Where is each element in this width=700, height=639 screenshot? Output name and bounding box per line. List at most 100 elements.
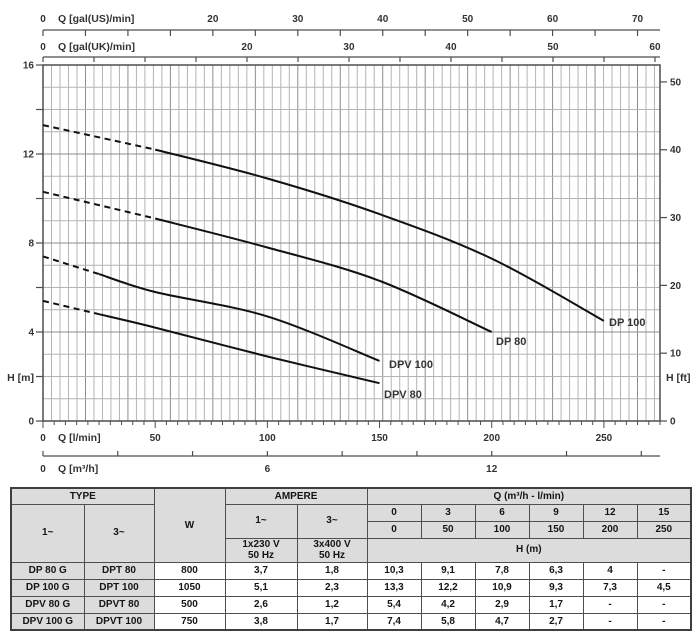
header-q-lmin: 0	[366, 520, 422, 539]
header-q-lmin: 150	[528, 520, 584, 539]
tick-label-gal-uk: 60	[649, 42, 661, 53]
head-value: -	[582, 595, 638, 614]
curve-label-DPV-100: DPV 100	[389, 359, 433, 371]
head-value: 4,7	[474, 612, 530, 631]
curve-DPV-80	[98, 313, 380, 385]
header-amp-1ph: 1~	[224, 503, 298, 539]
tick-label-gal-uk: 0	[40, 42, 46, 53]
head-value: 2,9	[474, 595, 530, 614]
volt-3ph-line1: 3x400 V	[313, 538, 351, 550]
axis-title-gal-us: Q [gal(US)/min]	[58, 13, 134, 25]
curve-label-DPV-80: DPV 80	[384, 389, 422, 401]
head-value: -	[636, 595, 692, 614]
tick-label-lmin: 50	[150, 433, 162, 444]
tick-label-gal-us: 40	[377, 14, 389, 25]
header-q-m3h: 6	[474, 503, 530, 522]
tick-label-h-ft: 30	[670, 213, 682, 224]
tick-label-lmin: 250	[596, 433, 613, 444]
axis-title-gal-uk: Q [gal(UK)/min]	[58, 41, 135, 53]
pump-performance-chart: 0 20 30 40 50 60 70 Q [gal(US)/min] 0 20 30 40 50 60 Q…	[7, 13, 690, 475]
tick-label-lmin: 150	[371, 433, 388, 444]
head-value: -	[582, 612, 638, 631]
tick-label-gal-us: 50	[462, 14, 474, 25]
tick-label-gal-uk: 30	[343, 42, 355, 53]
tick-label-lmin: 100	[259, 433, 276, 444]
header-q-m3h: 0	[366, 503, 422, 522]
table-row: DP 80 G DPT 80 800 3,7 1,8 10,3 9,1 7,8 6,3 4-	[10, 561, 692, 580]
pump-type-3ph: DPVT 80	[83, 595, 155, 614]
ampere-3ph-value: 1,8	[296, 561, 368, 580]
curve-label-DP-100: DP 100	[609, 317, 646, 329]
watt-value: 800	[153, 561, 226, 580]
head-value: 5,4	[366, 595, 422, 614]
tick-label-gal-us: 70	[632, 14, 644, 25]
head-value: 10,9	[474, 578, 530, 597]
ampere-1ph-value: 3,7	[224, 561, 298, 580]
head-value: -	[636, 612, 692, 631]
header-q-lmin: 50	[420, 520, 476, 539]
table-row: DPV 100 G DPVT 100 750 3,8 1,7 7,4 5,8 4,7 2,7- -	[10, 612, 692, 631]
curve-label-DP-80: DP 80	[496, 336, 526, 348]
head-value: 10,3	[366, 561, 422, 580]
tick-label-m3h: 6	[265, 464, 271, 475]
table-row: DPV 80 G DPVT 80 500 2,6 1,2 5,4 4,2 2,9 1,7- -	[10, 595, 692, 614]
head-value: 9,3	[528, 578, 584, 597]
ampere-1ph-value: 2,6	[224, 595, 298, 614]
head-value: 7,8	[474, 561, 530, 580]
pump-type-3ph: DPVT 100	[83, 612, 155, 631]
header-q-title: Q (m³/h - l/min)	[366, 487, 692, 505]
tick-label-lmin: 0	[40, 433, 46, 444]
volt-1ph-line1: 1x230 V	[242, 538, 280, 550]
tick-label-m3h: 0	[40, 464, 46, 475]
table-row: DP 100 G DPT 100 1050 5,1 2,3 13,3 12,2 10,9 9,3…	[10, 578, 692, 597]
tick-label-h-ft: 40	[670, 145, 682, 156]
curve-dashed-DP-100	[42, 124, 156, 151]
header-h-m: H (m)	[366, 537, 692, 563]
head-value: 13,3	[366, 578, 422, 597]
header-q-lmin: 250	[636, 520, 692, 539]
header-amp-3ph: 3~	[296, 503, 368, 539]
tick-label-gal-uk: 20	[241, 42, 253, 53]
ampere-1ph-value: 5,1	[224, 578, 298, 597]
curve-DP-100	[154, 148, 605, 322]
tick-label-gal-uk: 50	[547, 42, 559, 53]
volt-1ph-line2: 50 Hz	[247, 550, 275, 561]
head-value: 4,2	[420, 595, 476, 614]
head-value: -	[636, 561, 692, 580]
tick-label-gal-us: 0	[40, 14, 46, 25]
ampere-1ph-value: 3,8	[224, 612, 298, 631]
header-volt-1ph: 1x230 V 50 Hz	[224, 537, 298, 563]
pump-type-3ph: DPT 100	[83, 578, 155, 597]
tick-label-gal-uk: 40	[445, 42, 457, 53]
curve-DPV-100	[98, 273, 380, 362]
header-q-m3h: 3	[420, 503, 476, 522]
pump-spec-table: TYPE W AMPERE Q (m³/h - l/min) 1~ 3~ 1~ …	[10, 487, 693, 631]
tick-label-h-ft: 20	[670, 281, 682, 292]
header-ampere: AMPERE	[224, 487, 368, 505]
tick-label-h-ft: 0	[670, 417, 676, 428]
axis-title-lmin: Q [l/min]	[58, 432, 101, 444]
tick-label-gal-us: 30	[292, 14, 304, 25]
tick-label-h-m: 16	[23, 61, 35, 72]
head-value: 1,7	[528, 595, 584, 614]
tick-label-h-ft: 50	[670, 77, 682, 88]
tick-label-h-m: 8	[28, 239, 34, 250]
header-q-lmin: 100	[474, 520, 530, 539]
header-type: TYPE	[10, 487, 155, 505]
axis-title-m3h: Q [m³/h]	[58, 463, 98, 475]
header-q-m3h: 9	[528, 503, 584, 522]
curve-DP-80	[154, 217, 493, 333]
pump-type-1ph: DPV 100 G	[10, 612, 85, 631]
ampere-3ph-value: 1,7	[296, 612, 368, 631]
head-value: 7,3	[582, 578, 638, 597]
header-type-3ph: 3~	[83, 503, 155, 563]
head-value: 12,2	[420, 578, 476, 597]
header-type-1ph: 1~	[10, 503, 85, 563]
tick-label-h-m: 4	[28, 328, 34, 339]
header-watt: W	[153, 487, 226, 563]
tick-label-m3h: 12	[486, 464, 498, 475]
tick-label-gal-us: 20	[207, 14, 219, 25]
ampere-3ph-value: 1,2	[296, 595, 368, 614]
tick-label-h-m: 12	[23, 150, 35, 161]
watt-value: 1050	[153, 578, 226, 597]
